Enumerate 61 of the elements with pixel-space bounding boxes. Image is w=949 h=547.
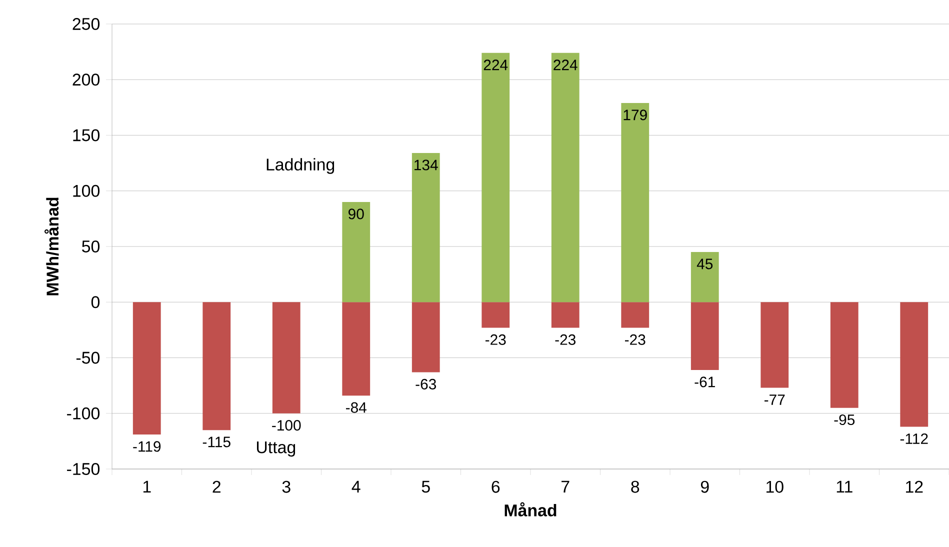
bar	[760, 302, 789, 388]
y-tick-label: 50	[82, 240, 100, 252]
bar	[690, 252, 719, 302]
x-tick-label: 4	[352, 480, 360, 492]
x-tick-label: 8	[631, 480, 640, 493]
bar	[621, 302, 650, 328]
data-label: -61	[694, 376, 715, 388]
x-tick-label: 2	[212, 480, 220, 493]
data-label: 45	[696, 258, 713, 270]
x-tick-label: 3	[282, 480, 290, 493]
bar	[342, 302, 370, 396]
y-tick-label: 100	[73, 184, 100, 197]
data-label: 224	[484, 60, 508, 70]
data-label: -23	[485, 334, 506, 345]
y-tick-label: 200	[72, 74, 100, 86]
data-label: 224	[554, 60, 578, 70]
bar	[690, 302, 719, 370]
series-label: Uttag	[256, 441, 296, 457]
y-tick-label: 0	[91, 296, 100, 308]
data-label: 134	[414, 160, 438, 170]
bar	[272, 302, 300, 414]
bar	[342, 202, 370, 302]
x-tick-label: 1	[143, 480, 151, 492]
data-label: -100	[272, 420, 301, 431]
x-tick-label: 7	[562, 480, 570, 492]
y-tick-label: 250	[72, 18, 100, 30]
x-axis-title: Månad	[504, 502, 556, 516]
data-label: -119	[133, 441, 161, 452]
data-label: -23	[624, 334, 646, 345]
bar	[412, 153, 440, 302]
data-label: -23	[555, 334, 576, 345]
bar	[900, 302, 928, 427]
data-label: -95	[834, 414, 855, 426]
y-tick-label: -50	[76, 352, 100, 364]
x-tick-label: 5	[422, 480, 430, 493]
x-tick-label: 12	[906, 480, 923, 493]
bar	[551, 52, 580, 302]
x-tick-label: 11	[836, 480, 852, 492]
y-axis-title: MWh/månad	[44, 198, 59, 296]
y-tick-label: -150	[67, 463, 100, 475]
data-label: -115	[202, 436, 230, 448]
bar	[830, 302, 858, 408]
bar	[482, 52, 510, 302]
data-label: -112	[900, 433, 928, 444]
series-label: Laddning	[266, 158, 334, 174]
bar	[132, 302, 161, 435]
data-label: -63	[416, 378, 436, 390]
x-tick-label: 9	[700, 480, 709, 493]
bar	[621, 102, 650, 302]
y-tick-label: -100	[67, 407, 100, 420]
data-label: -77	[764, 394, 785, 405]
bar	[551, 302, 580, 328]
data-label: -84	[346, 402, 366, 413]
y-tick-label: 150	[73, 129, 100, 142]
bar	[202, 302, 231, 430]
x-tick-label: 10	[766, 480, 784, 493]
bar	[482, 302, 510, 328]
data-label: 90	[348, 208, 364, 220]
bar	[412, 302, 440, 372]
data-label: 179	[624, 110, 647, 120]
x-tick-label: 6	[492, 480, 500, 493]
